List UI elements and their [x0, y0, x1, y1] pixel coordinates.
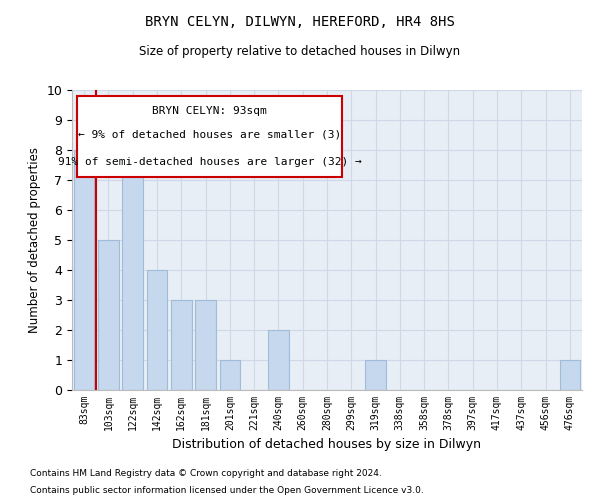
- Bar: [122, 150, 143, 390]
- Text: 91% of semi-detached houses are larger (32) →: 91% of semi-detached houses are larger (…: [58, 158, 362, 168]
- Bar: [365, 360, 386, 390]
- Text: Size of property relative to detached houses in Dilwyn: Size of property relative to detached ho…: [139, 45, 461, 58]
- Bar: [195, 300, 216, 390]
- Bar: [74, 150, 94, 390]
- Text: Contains HM Land Registry data © Crown copyright and database right 2024.: Contains HM Land Registry data © Crown c…: [30, 468, 382, 477]
- FancyBboxPatch shape: [77, 96, 342, 177]
- Text: BRYN CELYN: 93sqm: BRYN CELYN: 93sqm: [152, 106, 267, 116]
- Bar: [268, 330, 289, 390]
- Bar: [560, 360, 580, 390]
- Bar: [220, 360, 240, 390]
- Bar: [146, 270, 167, 390]
- Y-axis label: Number of detached properties: Number of detached properties: [28, 147, 41, 333]
- X-axis label: Distribution of detached houses by size in Dilwyn: Distribution of detached houses by size …: [173, 438, 482, 452]
- Text: ← 9% of detached houses are smaller (3): ← 9% of detached houses are smaller (3): [78, 130, 341, 140]
- Bar: [98, 240, 119, 390]
- Bar: [171, 300, 191, 390]
- Text: BRYN CELYN, DILWYN, HEREFORD, HR4 8HS: BRYN CELYN, DILWYN, HEREFORD, HR4 8HS: [145, 15, 455, 29]
- Text: Contains public sector information licensed under the Open Government Licence v3: Contains public sector information licen…: [30, 486, 424, 495]
